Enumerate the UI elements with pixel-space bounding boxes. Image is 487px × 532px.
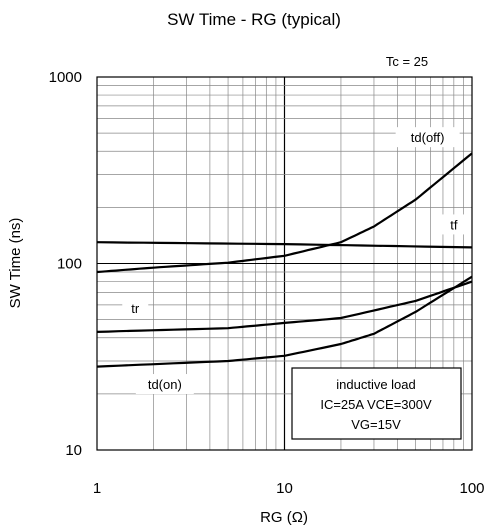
series-label-bg	[122, 298, 149, 319]
condition-label: Tc = 25	[386, 54, 428, 69]
x-axis-label: RG (Ω)	[260, 509, 308, 526]
series-lines	[96, 152, 473, 368]
series-line-tr	[96, 280, 473, 333]
y-tick-label: 10	[65, 442, 82, 459]
series-label-bg	[135, 374, 194, 395]
note-box	[291, 367, 462, 440]
series-line-tdoff	[96, 152, 473, 274]
series-label-tdoff: td(off)	[411, 130, 445, 145]
series-line-tf	[96, 241, 473, 249]
y-axis-label: SW Time (ns)	[7, 218, 24, 309]
series-label-bg	[439, 214, 468, 235]
y-tick-label: 1000	[49, 69, 82, 86]
y-tick-labels: 10 100 1000	[49, 69, 82, 459]
x-tick-label: 10	[276, 480, 293, 497]
series-line-tdon	[96, 275, 473, 368]
note-line-2: IC=25A VCE=300V	[320, 397, 432, 412]
note-line-3: VG=15V	[351, 417, 401, 432]
y-tick-label: 100	[57, 256, 82, 273]
series-labels: td(off) tf tr td(on)	[122, 127, 468, 395]
series-label-tdon: td(on)	[148, 377, 182, 392]
x-tick-labels: 1 10 100	[93, 480, 485, 497]
series-label-tf: tf	[450, 217, 458, 232]
condition-label-bg	[370, 51, 438, 71]
x-tick-label: 1	[93, 480, 101, 497]
note-line-1: inductive load	[336, 377, 416, 392]
plot-frame	[96, 76, 473, 451]
x-tick-label: 100	[459, 480, 484, 497]
chart-title: SW Time - RG (typical)	[167, 10, 341, 29]
series-label-bg	[395, 127, 460, 148]
series-label-tr: tr	[131, 301, 140, 316]
